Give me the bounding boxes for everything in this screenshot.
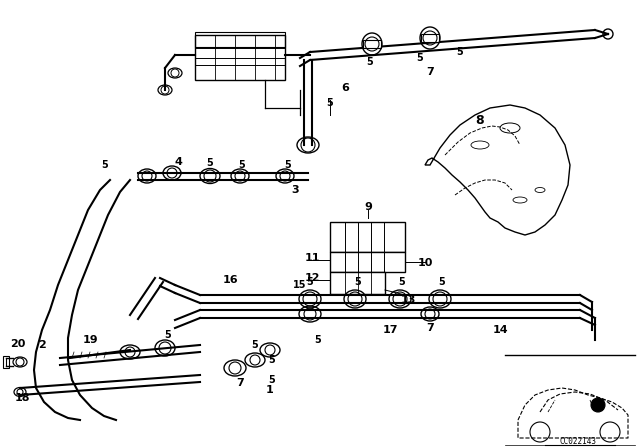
Text: 19: 19 [82,335,98,345]
Bar [330,252,405,272]
Text: 20: 20 [10,339,26,349]
Text: 13: 13 [400,295,416,305]
Text: 5: 5 [438,277,445,287]
Text: 5: 5 [102,160,108,170]
Text: 5: 5 [367,57,373,67]
Text: 2: 2 [38,340,46,350]
Text: 5: 5 [239,160,245,170]
Text: 5: 5 [417,53,424,63]
Circle shape [591,398,605,412]
Bar [363,40,381,48]
Text: 9: 9 [364,202,372,212]
Text: 5: 5 [326,98,333,108]
Text: 5: 5 [307,277,314,287]
Bar [3,356,9,368]
Text: 7: 7 [426,67,434,77]
Text: 15: 15 [293,280,307,290]
Text: 5: 5 [164,330,172,340]
Bar [421,34,439,42]
Text: 5: 5 [399,277,405,287]
Polygon shape [425,105,570,235]
Text: 1: 1 [266,385,274,395]
Text: 8: 8 [476,113,484,126]
Text: 18: 18 [14,393,29,403]
Text: 5: 5 [269,375,275,385]
Text: 14: 14 [492,325,508,335]
Text: 3: 3 [291,185,299,195]
Text: 11: 11 [304,253,320,263]
Text: 5: 5 [269,355,275,365]
Text: 12: 12 [304,273,320,283]
Text: CC022143: CC022143 [559,438,596,447]
Bar [330,272,385,294]
Text: 6: 6 [341,83,349,93]
Text: 10: 10 [417,258,433,268]
Bar [195,32,285,47]
Text: 7: 7 [236,378,244,388]
Text: 5: 5 [285,160,291,170]
Text: 5: 5 [355,277,362,287]
Text: 17: 17 [382,325,397,335]
Text: 7: 7 [426,323,434,333]
Text: 5: 5 [252,340,259,350]
Bar [195,35,285,80]
Bar [330,222,405,252]
Text: 16: 16 [222,275,238,285]
Text: 5: 5 [315,335,321,345]
Text: 4: 4 [174,157,182,167]
Text: 5: 5 [207,158,213,168]
Text: 5: 5 [456,47,463,57]
